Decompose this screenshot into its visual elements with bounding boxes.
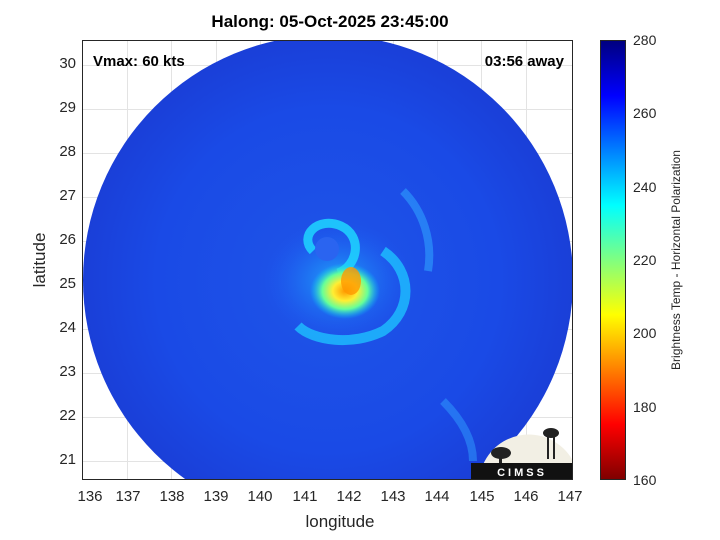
logo-text: CIMSS: [497, 467, 547, 479]
colorbar-tick-label: 240: [633, 179, 657, 195]
y-tick-label: 29: [59, 99, 76, 116]
y-axis-label: latitude: [30, 232, 49, 288]
colorbar: [600, 40, 626, 480]
x-tick-label: 142: [336, 488, 362, 505]
x-tick-label: 143: [380, 488, 406, 505]
time-away-label: 03:56 away: [484, 53, 564, 70]
colorbar-tick-label: 260: [633, 105, 657, 121]
colorbar-tick-label: 180: [633, 399, 657, 415]
y-tick-label: 24: [59, 319, 76, 336]
x-tick-label: 139: [203, 488, 229, 505]
x-tick-label: 140: [247, 488, 273, 505]
y-tick-label: 25: [59, 275, 76, 292]
y-tick-label: 28: [59, 143, 76, 160]
x-tick-label: 141: [292, 488, 318, 505]
x-tick-label: 137: [115, 488, 141, 505]
colorbar-tick-label: 200: [633, 325, 657, 341]
y-tick-label: 23: [59, 363, 76, 380]
y-tick-label: 30: [59, 55, 76, 72]
y-tick-label: 26: [59, 231, 76, 248]
colorbar-tick-label: 280: [633, 32, 657, 48]
colorbar-tick-label: 160: [633, 472, 657, 488]
y-tick-label: 21: [59, 451, 76, 468]
plot-area: Vmax: 60 kts 03:56 away CIMSS: [82, 40, 573, 480]
x-tick-label: 145: [469, 488, 495, 505]
plot-title: Halong: 05-Oct-2025 23:45:00: [211, 12, 449, 31]
x-tick-label: 146: [513, 488, 539, 505]
x-tick-label: 147: [557, 488, 583, 505]
x-tick-label: 138: [159, 488, 185, 505]
colorbar-label: Brightness Temp - Horizontal Polarizatio…: [669, 150, 683, 370]
x-tick-label: 136: [77, 488, 103, 505]
brightness-temperature-image: [83, 41, 572, 479]
x-tick-label: 144: [424, 488, 450, 505]
cimss-logo: CIMSS: [471, 428, 572, 479]
vmax-label: Vmax: 60 kts: [93, 53, 185, 70]
y-tick-label: 27: [59, 187, 76, 204]
x-axis-label: longitude: [305, 512, 375, 531]
y-tick-label: 22: [59, 407, 76, 424]
colorbar-tick-label: 220: [633, 252, 657, 268]
